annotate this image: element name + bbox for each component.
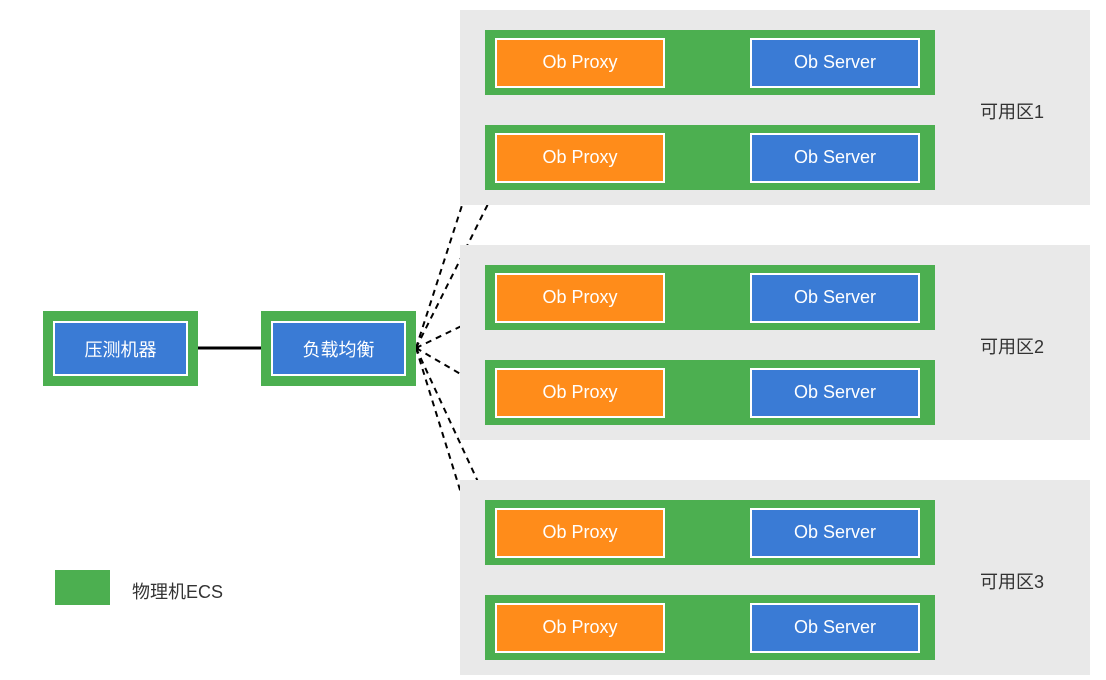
client-label: 压测机器: [85, 336, 157, 362]
ob-server-label: Ob Server: [794, 147, 876, 168]
server-row: Ob Proxy Ob Server: [485, 500, 935, 565]
legend-swatch: [55, 570, 110, 605]
ob-server-box: Ob Server: [750, 133, 920, 183]
ob-proxy-label: Ob Proxy: [542, 287, 617, 308]
ob-proxy-label: Ob Proxy: [542, 382, 617, 403]
server-row: Ob Proxy Ob Server: [485, 30, 935, 95]
legend-label: 物理机ECS: [132, 578, 223, 604]
ob-server-box: Ob Server: [750, 603, 920, 653]
ob-server-box: Ob Server: [750, 368, 920, 418]
server-row: Ob Proxy Ob Server: [485, 265, 935, 330]
ob-server-label: Ob Server: [794, 522, 876, 543]
zone-label: 可用区3: [980, 568, 1044, 594]
client-box: 压测机器: [53, 321, 188, 376]
server-row: Ob Proxy Ob Server: [485, 360, 935, 425]
ob-proxy-box: Ob Proxy: [495, 133, 665, 183]
client-green-wrap: 压测机器: [43, 311, 198, 386]
server-row: Ob Proxy Ob Server: [485, 125, 935, 190]
ob-proxy-box: Ob Proxy: [495, 508, 665, 558]
zone-label: 可用区2: [980, 333, 1044, 359]
ob-proxy-label: Ob Proxy: [542, 522, 617, 543]
ob-server-label: Ob Server: [794, 382, 876, 403]
ob-server-label: Ob Server: [794, 52, 876, 73]
ob-proxy-label: Ob Proxy: [542, 52, 617, 73]
zone-label: 可用区1: [980, 98, 1044, 124]
ob-proxy-label: Ob Proxy: [542, 617, 617, 638]
ob-proxy-box: Ob Proxy: [495, 603, 665, 653]
ob-proxy-box: Ob Proxy: [495, 273, 665, 323]
ob-server-label: Ob Server: [794, 617, 876, 638]
ob-server-box: Ob Server: [750, 38, 920, 88]
ob-server-label: Ob Server: [794, 287, 876, 308]
ob-proxy-label: Ob Proxy: [542, 147, 617, 168]
ob-proxy-box: Ob Proxy: [495, 38, 665, 88]
server-row: Ob Proxy Ob Server: [485, 595, 935, 660]
loadbalancer-green-wrap: 负载均衡: [261, 311, 416, 386]
ob-server-box: Ob Server: [750, 273, 920, 323]
ob-server-box: Ob Server: [750, 508, 920, 558]
loadbalancer-label: 负载均衡: [303, 336, 375, 362]
loadbalancer-box: 负载均衡: [271, 321, 406, 376]
ob-proxy-box: Ob Proxy: [495, 368, 665, 418]
